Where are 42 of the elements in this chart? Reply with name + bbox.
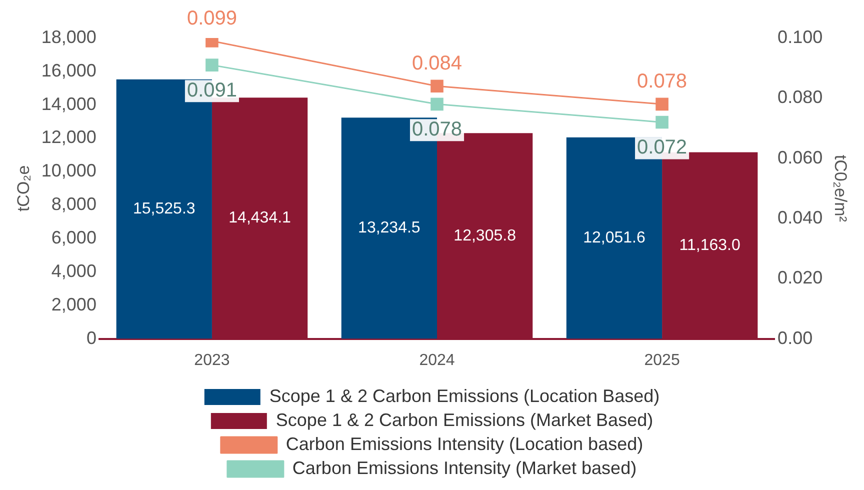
- data-label: 13,234.5: [358, 220, 420, 237]
- point: [430, 80, 444, 93]
- y-tick-label: 6,000: [51, 228, 96, 248]
- data-label: 14,434.1: [228, 210, 292, 227]
- point: [656, 98, 668, 111]
- point: [206, 58, 218, 72]
- y2-tick-label: 0.060: [778, 147, 823, 168]
- legend-label: Scope 1 & 2 Carbon Emissions (Location Based): [269, 386, 660, 406]
- y-tick-label: 10,000: [41, 160, 96, 181]
- y2-tick-label: 0.040: [778, 207, 823, 228]
- y-axis-title: tCO₂e: [14, 165, 33, 212]
- data-label: 12,051.6: [583, 230, 646, 247]
- y-tick-label: 4,000: [51, 260, 96, 281]
- data-label: 0.099: [186, 8, 238, 30]
- legend-label: Scope 1 & 2 Carbon Emissions (Market Based): [276, 410, 654, 430]
- y2-tick-label: 0.020: [778, 268, 823, 288]
- point: [430, 98, 444, 111]
- x-tick-label: 2023: [194, 352, 230, 369]
- data-label: 12,305.8: [454, 227, 516, 244]
- y-tick-label: 12,000: [41, 127, 96, 148]
- y-tick-label: 18,000: [41, 26, 96, 47]
- x-tick-label: 2025: [644, 352, 680, 369]
- y-tick-label: 2,000: [51, 294, 96, 314]
- y2-axis-title: tC0₂e/m²: [831, 154, 850, 222]
- data-label: 0.078: [637, 70, 688, 93]
- data-label: 0.072: [637, 136, 688, 159]
- data-label: 0.078: [412, 118, 462, 141]
- y-tick-label: 16,000: [41, 60, 96, 80]
- y-tick-label: 8,000: [51, 194, 96, 214]
- y-tick-label: 0: [86, 328, 96, 348]
- legend-label: Carbon Emissions Intensity (Location based): [286, 434, 644, 454]
- y2-tick-label: 0.100: [778, 26, 823, 47]
- data-label: 0.091: [186, 80, 238, 102]
- data-label: 15,525.3: [133, 200, 196, 218]
- point: [656, 116, 668, 129]
- data-label: 11,163.0: [679, 236, 741, 254]
- y-tick-label: 14,000: [41, 94, 96, 114]
- legend-label: Carbon Emissions Intensity (Market based): [292, 458, 637, 478]
- y2-tick-label: 0.080: [778, 87, 823, 108]
- x-tick-label: 2024: [419, 352, 455, 369]
- data-label: 0.084: [412, 52, 462, 75]
- y2-tick-label: 0.00: [778, 328, 813, 348]
